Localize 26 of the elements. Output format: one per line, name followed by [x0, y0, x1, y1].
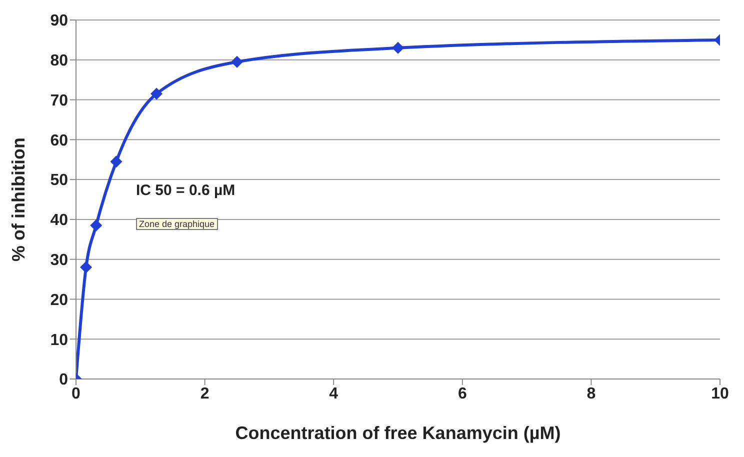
point — [392, 42, 404, 54]
y-tick-label: 20 — [50, 292, 68, 309]
point — [90, 219, 102, 232]
y-tick-label: 70 — [50, 92, 68, 110]
x-tick-label: 10 — [711, 385, 729, 402]
x-tick-label: 2 — [200, 385, 210, 402]
y-tick-label: 30 — [50, 252, 68, 270]
point — [110, 156, 122, 168]
point — [80, 261, 92, 274]
point — [150, 88, 162, 100]
y-tick-label: 40 — [50, 212, 68, 230]
y-tick-label: 60 — [50, 132, 68, 150]
y-tick-label: 50 — [50, 172, 68, 190]
x-tick-label: 6 — [458, 385, 467, 402]
annotation: IC 50 = 0.6 µM — [136, 182, 236, 199]
annotation: Zone de graphique — [136, 218, 218, 230]
x-tick-label: 0 — [72, 385, 81, 402]
x-axis-title: Concentration of free Kanamycin (µM) — [235, 423, 561, 443]
y-tick-label: 0 — [59, 372, 68, 389]
y-tick-label: 90 — [50, 12, 68, 30]
x-tick-label: 4 — [329, 385, 338, 402]
y-axis-title: % of inhibition — [8, 138, 28, 262]
point — [231, 56, 243, 68]
x-tick-label: 8 — [586, 385, 596, 402]
y-tick-label: 80 — [50, 52, 68, 70]
y-tick-label: 10 — [50, 332, 68, 349]
